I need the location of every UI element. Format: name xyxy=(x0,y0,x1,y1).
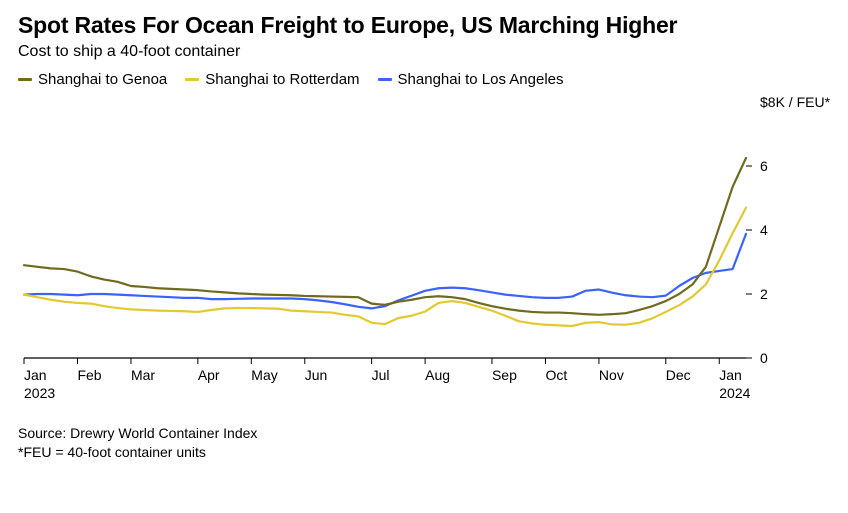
chart-footnote: Source: Drewry World Container Index *FE… xyxy=(18,424,830,462)
x-tick-label: Jan xyxy=(719,367,742,383)
legend-label-genoa: Shanghai to Genoa xyxy=(38,71,167,88)
chart-subtitle: Cost to ship a 40-foot container xyxy=(18,43,830,61)
line-shanghai-rotterdam xyxy=(24,208,746,326)
y-tick-label: 0 xyxy=(760,350,768,366)
legend-label-la: Shanghai to Los Angeles xyxy=(398,71,564,88)
chart-title: Spot Rates For Ocean Freight to Europe, … xyxy=(18,12,830,39)
legend-item-la: Shanghai to Los Angeles xyxy=(378,71,564,88)
x-tick-label: Mar xyxy=(131,367,155,383)
x-tick-label: Jul xyxy=(372,367,390,383)
x-year-left: 2023 xyxy=(24,385,55,401)
x-tick-label: May xyxy=(251,367,277,383)
x-year-right: 2024 xyxy=(719,385,750,401)
x-tick-label: Dec xyxy=(666,367,691,383)
y-tick-label: 4 xyxy=(760,222,768,238)
line-shanghai-genoa xyxy=(24,158,746,315)
footnote-feu: *FEU = 40-foot container units xyxy=(18,443,830,462)
line-shanghai-la xyxy=(24,234,746,309)
legend-swatch-genoa xyxy=(18,78,32,81)
x-tick-label: Nov xyxy=(599,367,624,383)
legend-item-genoa: Shanghai to Genoa xyxy=(18,71,167,88)
legend-swatch-rotterdam xyxy=(185,78,199,81)
x-tick-label: Aug xyxy=(425,367,450,383)
y-top-label: $8K / FEU* xyxy=(760,94,830,110)
chart-svg: 0 2 4 6 $8K / FEU* Jan Feb Mar Apr May Jun Jul Aug Se… xyxy=(18,94,830,414)
legend-item-rotterdam: Shanghai to Rotterdam xyxy=(185,71,359,88)
x-tick-label: Jun xyxy=(305,367,328,383)
legend-label-rotterdam: Shanghai to Rotterdam xyxy=(205,71,359,88)
x-tick-label: Jan xyxy=(24,367,47,383)
x-tick-label: Feb xyxy=(77,367,101,383)
legend: Shanghai to Genoa Shanghai to Rotterdam … xyxy=(18,71,830,88)
legend-swatch-la xyxy=(378,78,392,81)
x-tick-label: Sep xyxy=(492,367,517,383)
x-tick-label: Apr xyxy=(198,367,220,383)
y-tick-label: 2 xyxy=(760,286,768,302)
x-tick-label: Oct xyxy=(545,367,567,383)
y-tick-label: 6 xyxy=(760,158,768,174)
footnote-source: Source: Drewry World Container Index xyxy=(18,424,830,443)
chart-area: 0 2 4 6 $8K / FEU* Jan Feb Mar Apr May Jun Jul Aug Se… xyxy=(18,94,830,414)
